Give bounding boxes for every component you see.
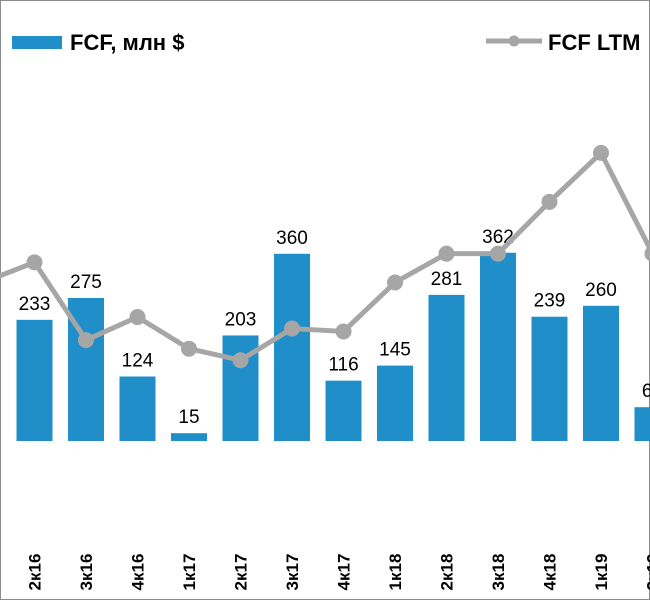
x-tick-3к16: 3к16 (77, 554, 96, 591)
ltm-point-3к16 (78, 332, 94, 349)
bar-label-4к16: 124 (122, 351, 154, 372)
x-tick-2к19: 2к19 (644, 554, 650, 591)
ltm-point-1к17 (181, 340, 197, 357)
x-tick-1к18: 1к18 (386, 554, 405, 591)
fcf-ltm-line (0, 150, 650, 363)
bar-label-4к18: 239 (534, 291, 566, 312)
bar-4к17 (325, 380, 362, 441)
x-tick-1к19: 1к19 (592, 554, 611, 591)
bar-2к18 (428, 294, 465, 441)
ltm-point-2к18 (438, 245, 455, 262)
x-tick-3к18: 3к18 (489, 554, 508, 591)
bar-4к18 (531, 316, 568, 441)
ltm-point-3к17 (284, 320, 300, 337)
bar-value-labels: 2332751241520336011614528136223926065 (19, 227, 650, 428)
ltm-point-2к17 (232, 352, 249, 369)
bar-label-3к16: 275 (70, 272, 102, 293)
bar-label-4к17: 116 (328, 355, 358, 376)
legend: FCF, млн $ FCF LTM (12, 30, 640, 55)
bar-1к18 (377, 365, 413, 441)
bar-label-2к16: 233 (19, 294, 51, 315)
ltm-point-2к16 (26, 254, 43, 271)
x-tick-4к17: 4к17 (335, 554, 354, 591)
bar-1к19 (583, 305, 619, 441)
ltm-point-4к18 (541, 193, 558, 210)
bar-label-2к18: 281 (431, 269, 463, 290)
legend-line-marker (508, 35, 520, 47)
ltm-point-2к19 (644, 246, 650, 262)
ltm-point-1к18 (387, 274, 403, 291)
x-tick-4к16: 4к16 (129, 554, 148, 591)
bar-label-1к18: 145 (379, 340, 411, 361)
x-tick-4к18: 4к18 (541, 554, 560, 591)
ltm-point-4к16 (129, 309, 146, 326)
x-tick-2к18: 2к18 (438, 554, 457, 591)
bar-4к16 (119, 376, 156, 441)
bar-label-1к17: 15 (178, 407, 199, 428)
legend-line-label: FCF LTM (548, 30, 640, 55)
ltm-point-1к19 (593, 144, 609, 161)
legend-bar-label: FCF, млн $ (70, 30, 184, 55)
ltm-point-3к18 (490, 245, 506, 262)
bar-series (16, 252, 650, 441)
x-axis-ticks: 1к162к163к164к161к172к173к174к171к182к18… (26, 554, 650, 591)
bar-3к17 (274, 253, 310, 441)
x-tick-2к17: 2к17 (232, 554, 251, 591)
x-tick-1к17: 1к17 (180, 554, 199, 591)
bar-3к18 (480, 252, 516, 441)
bar-label-2к19: 65 (642, 381, 650, 402)
x-tick-3к17: 3к17 (283, 554, 302, 591)
bar-label-2к17: 203 (225, 309, 257, 330)
bar-1к17 (171, 433, 207, 441)
bar-label-3к17: 360 (276, 228, 308, 249)
x-tick-2к16: 2к16 (26, 554, 45, 591)
line-series (0, 144, 650, 369)
legend-bar-swatch (12, 36, 62, 49)
bar-label-1к19: 260 (585, 280, 617, 301)
ltm-point-4к17 (335, 323, 352, 340)
bar-2к16 (16, 319, 53, 441)
bar-2к19 (634, 407, 650, 441)
